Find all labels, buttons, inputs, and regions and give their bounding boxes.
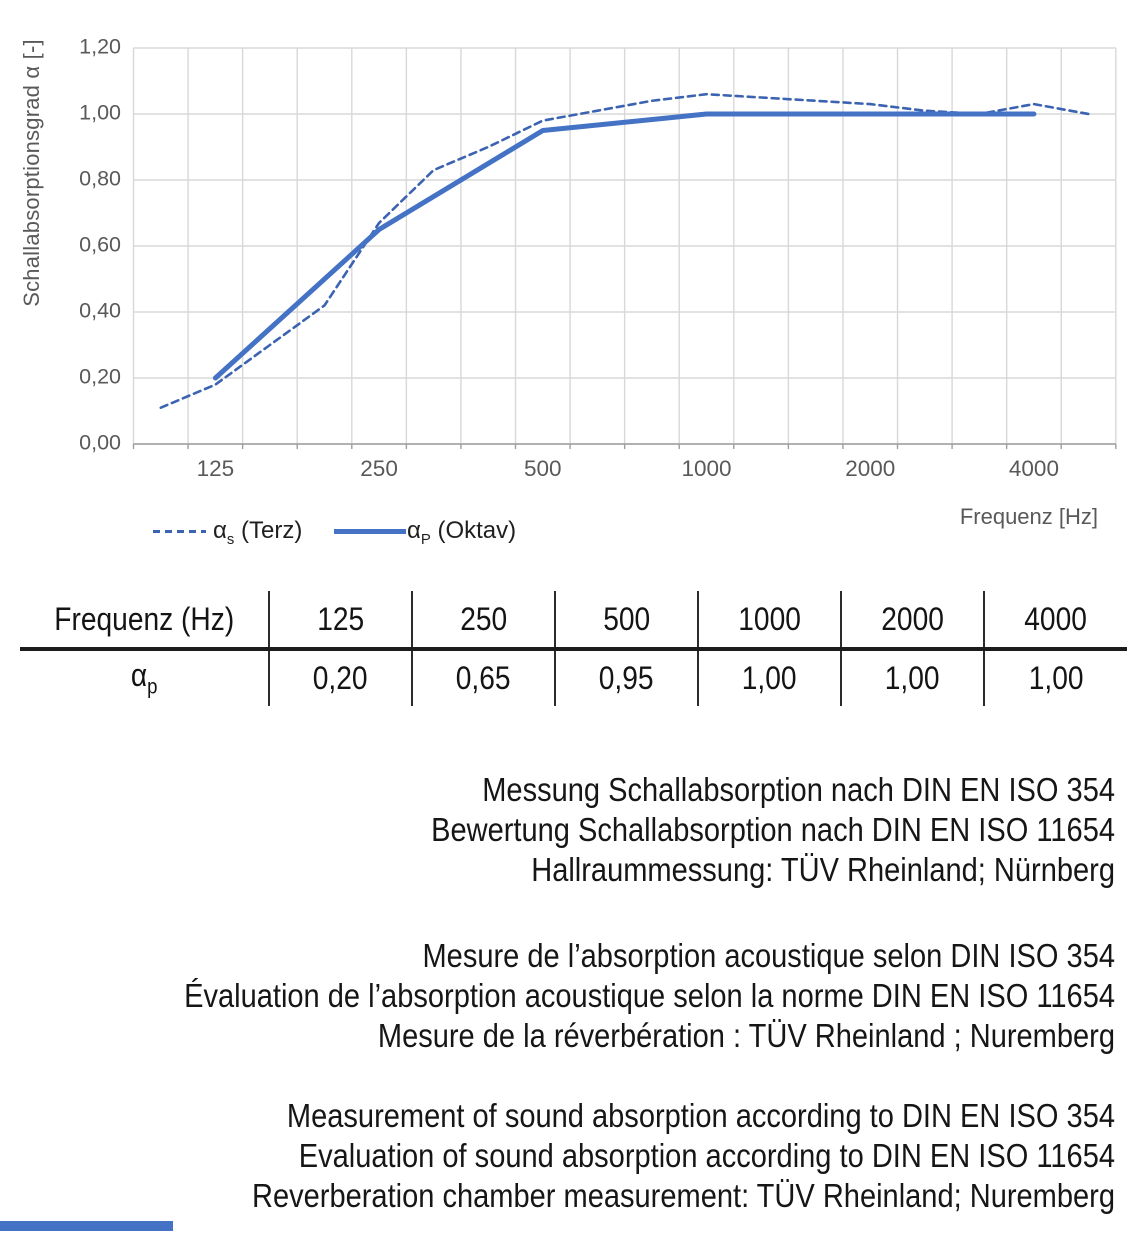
note-english-line-3: Reverberation chamber measurement: TÜV R… xyxy=(251,1177,1115,1214)
y-axis-title: Schallabsorptionsgrad α [-] xyxy=(19,39,44,307)
y-tick-label: 0,20 xyxy=(79,365,121,389)
table-value-500: 0,95 xyxy=(554,649,698,706)
table-row-label-alpha-p: αp xyxy=(20,649,269,706)
table-header-row: Frequenz (Hz) 125 250 500 1000 2000 4000 xyxy=(20,591,1127,651)
table-header-250-text: 250 xyxy=(460,600,507,637)
y-tick-label: 0,80 xyxy=(79,167,121,191)
table-header-125-text: 125 xyxy=(317,600,364,637)
legend-alpha-p-base: α xyxy=(407,517,421,544)
legend-alpha-p-sub: P xyxy=(420,531,431,548)
table-value-250: 0,65 xyxy=(411,649,555,706)
frequency-table: Frequenz (Hz) 125 250 500 1000 2000 4000… xyxy=(20,591,1127,706)
table-header-1000-text: 1000 xyxy=(738,600,801,637)
note-english-line-1: Measurement of sound absorption accordin… xyxy=(286,1097,1115,1134)
footer-accent-bar xyxy=(0,1221,173,1231)
y-tick-label: 1,00 xyxy=(79,101,121,125)
y-tick-label: 0,40 xyxy=(79,299,121,323)
x-tick-label: 2000 xyxy=(845,456,895,481)
table-value-125-text: 0,20 xyxy=(313,660,368,696)
note-german-line-2: Bewertung Schallabsorption nach DIN EN I… xyxy=(431,811,1115,848)
table-header-500: 500 xyxy=(554,591,698,651)
alpha-p-sub: p xyxy=(146,675,158,699)
table-header-500-text: 500 xyxy=(603,600,650,637)
x-tick-label: 500 xyxy=(524,456,562,481)
table-header-4000: 4000 xyxy=(983,591,1127,651)
table-header-frequency-text: Frequenz (Hz) xyxy=(54,600,234,637)
legend-label-alpha-p: αP (Oktav) xyxy=(407,517,516,548)
legend-alpha-s-sub: s xyxy=(226,531,235,548)
y-tick-label: 1,20 xyxy=(79,35,121,59)
x-tick-label: 125 xyxy=(197,456,235,481)
table-value-4000-text: 1,00 xyxy=(1028,660,1084,696)
legend-alpha-p-rest: (Oktav) xyxy=(430,517,517,544)
table-value-250-text: 0,65 xyxy=(456,660,511,696)
note-french-line-3: Mesure de la réverbération : TÜV Rheinla… xyxy=(377,1017,1116,1054)
note-english-line-2: Evaluation of sound absorption according… xyxy=(298,1137,1115,1174)
note-english: Measurement of sound absorption accordin… xyxy=(147,1096,1115,1216)
y-tick-label: 0,60 xyxy=(79,233,121,257)
x-tick-label: 250 xyxy=(360,456,398,481)
x-tick-label: 1000 xyxy=(681,456,731,481)
y-tick-label: 0,00 xyxy=(79,431,121,455)
table-header-2000: 2000 xyxy=(840,591,984,651)
legend-alpha-s-base: α xyxy=(213,517,227,544)
table-value-1000-text: 1,00 xyxy=(742,660,797,696)
note-french-line-2: Évaluation de l’absorption acoustique se… xyxy=(184,977,1115,1014)
chart-canvas: 0,00 0,20 0,40 0,60 0,80 1,00 1,20 125 250 500 100… xyxy=(79,35,1117,481)
legend-dashed-line-sample xyxy=(153,530,206,533)
table-value-500-text: 0,95 xyxy=(599,660,654,696)
table-header-125: 125 xyxy=(268,591,412,651)
x-tick-label: 4000 xyxy=(1009,456,1059,481)
table-value-125: 0,20 xyxy=(268,649,412,706)
note-german-line-3: Hallraummessung: TÜV Rheinland; Nürnberg xyxy=(531,851,1115,888)
note-german: Messung Schallabsorption nach DIN EN ISO… xyxy=(147,770,1115,890)
note-german-line-1: Messung Schallabsorption nach DIN EN ISO… xyxy=(482,771,1115,808)
table-header-4000-text: 4000 xyxy=(1024,600,1088,637)
absorption-chart: 0,00 0,20 0,40 0,60 0,80 1,00 1,20 125 250 500 100… xyxy=(0,0,1135,560)
table-value-2000-text: 1,00 xyxy=(885,660,940,696)
legend-alpha-s-rest: (Terz) xyxy=(234,517,303,544)
table-header-2000-text: 2000 xyxy=(881,600,944,637)
table-header-1000: 1000 xyxy=(697,591,841,651)
table-value-2000: 1,00 xyxy=(840,649,984,706)
legend-solid-line-sample xyxy=(334,529,406,534)
series-alpha-s-terz xyxy=(159,92,1090,410)
series-alpha-p-oktav xyxy=(212,111,1037,381)
note-french-line-1: Mesure de l’absorption acoustique selon … xyxy=(422,937,1115,974)
table-value-row: αp 0,20 0,65 0,95 1,00 1,00 1,00 xyxy=(20,649,1127,706)
table-value-1000: 1,00 xyxy=(697,649,841,706)
table-header-frequency: Frequenz (Hz) xyxy=(20,591,269,651)
table-header-250: 250 xyxy=(411,591,555,651)
x-axis-title: Frequenz [Hz] xyxy=(959,504,1098,529)
note-french: Mesure de l’absorption acoustique selon … xyxy=(147,936,1115,1056)
legend-label-alpha-s: αs (Terz) xyxy=(213,517,302,548)
table-value-4000: 1,00 xyxy=(983,649,1127,706)
alpha-p-label: αp xyxy=(131,657,158,699)
alpha-p-base: α xyxy=(130,657,147,694)
